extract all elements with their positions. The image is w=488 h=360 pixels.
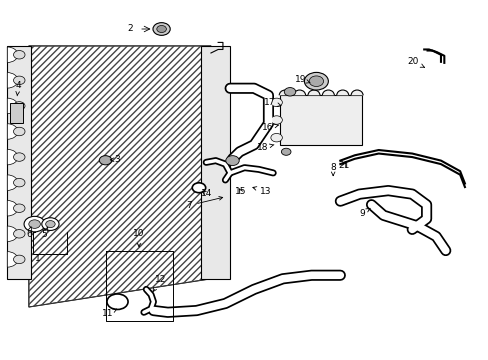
Circle shape — [14, 255, 25, 264]
Circle shape — [14, 153, 25, 161]
Text: 9: 9 — [358, 208, 369, 218]
Circle shape — [29, 220, 41, 228]
Circle shape — [45, 221, 55, 228]
Text: 14: 14 — [200, 189, 211, 198]
Circle shape — [153, 23, 170, 35]
Text: 17: 17 — [263, 98, 281, 107]
Wedge shape — [7, 149, 18, 165]
Text: 6: 6 — [26, 227, 32, 239]
Wedge shape — [7, 124, 18, 139]
Text: 18: 18 — [256, 143, 273, 152]
Circle shape — [270, 98, 282, 107]
Circle shape — [14, 102, 25, 110]
Circle shape — [192, 183, 205, 193]
Wedge shape — [293, 91, 305, 95]
Wedge shape — [7, 73, 18, 88]
Circle shape — [225, 156, 239, 166]
Text: 1: 1 — [35, 254, 41, 263]
Circle shape — [24, 216, 45, 232]
Text: 20: 20 — [407, 57, 424, 67]
Text: 4: 4 — [16, 81, 21, 96]
Circle shape — [281, 148, 290, 155]
Wedge shape — [307, 91, 320, 95]
Circle shape — [99, 156, 112, 165]
Circle shape — [195, 185, 202, 190]
Circle shape — [14, 76, 25, 85]
Text: 8: 8 — [329, 163, 335, 176]
Circle shape — [14, 50, 25, 59]
Circle shape — [14, 230, 25, 238]
Circle shape — [107, 294, 128, 310]
Bar — [10, 103, 23, 123]
Polygon shape — [29, 46, 210, 307]
Circle shape — [14, 204, 25, 212]
Wedge shape — [279, 91, 291, 95]
Wedge shape — [7, 252, 18, 267]
Circle shape — [284, 87, 295, 96]
Text: 11: 11 — [102, 309, 117, 318]
Circle shape — [270, 116, 282, 124]
Wedge shape — [7, 47, 18, 63]
Circle shape — [308, 76, 323, 86]
Text: 5: 5 — [41, 227, 48, 239]
Wedge shape — [7, 201, 18, 216]
Text: 2: 2 — [127, 24, 133, 33]
Text: 13: 13 — [252, 187, 271, 196]
Bar — [280, 95, 361, 145]
Circle shape — [270, 134, 282, 142]
Text: 12: 12 — [153, 275, 166, 292]
Text: 19: 19 — [295, 75, 309, 84]
Wedge shape — [322, 91, 334, 95]
Circle shape — [14, 179, 25, 187]
Circle shape — [304, 72, 327, 90]
Polygon shape — [201, 46, 230, 279]
Wedge shape — [350, 91, 363, 95]
Text: 21: 21 — [338, 161, 349, 170]
Polygon shape — [7, 46, 31, 279]
Wedge shape — [7, 226, 18, 242]
Wedge shape — [7, 175, 18, 190]
Circle shape — [112, 297, 123, 306]
Circle shape — [41, 218, 59, 230]
Text: 10: 10 — [133, 229, 144, 247]
Text: 7: 7 — [186, 197, 222, 210]
Circle shape — [14, 127, 25, 136]
Circle shape — [157, 26, 166, 32]
Text: 15: 15 — [234, 187, 246, 196]
Wedge shape — [7, 98, 18, 114]
Wedge shape — [336, 91, 348, 95]
Text: 16: 16 — [261, 123, 278, 132]
Text: 3: 3 — [110, 155, 120, 164]
